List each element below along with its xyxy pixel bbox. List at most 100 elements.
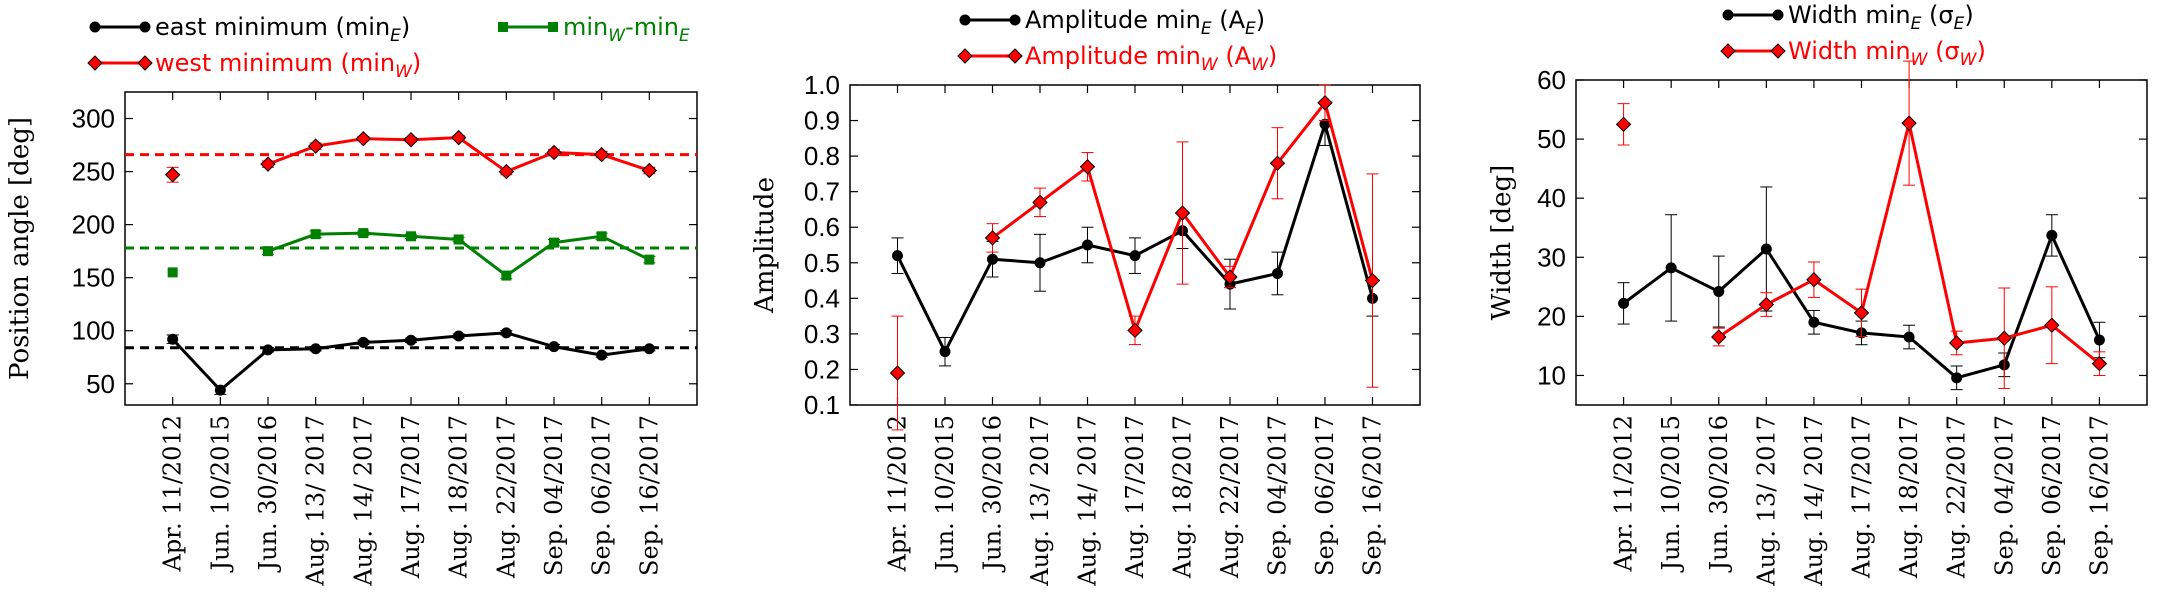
amplitude-chart: 0.1 0.2 0.3 0.4 0.5 0.6 0.7 0.8 0.9 1.0 Apr. 11/20… [750,6,1421,587]
series-0 [166,327,656,396]
y-tick-label: 0.1 [804,390,840,420]
x-tick-label: Aug. 13/ 2017 [1026,415,1054,587]
data-point [1901,115,1917,131]
data-point [405,334,417,346]
data-point [1034,257,1046,269]
legend-marker [1772,9,1784,21]
data-point [214,384,226,396]
x-tick-label: Jun. 10/2015 [931,415,959,574]
legend-marker [139,21,151,33]
data-point [453,330,465,342]
legend-marker [137,55,153,71]
x-tick-label: Jun. 30/2016 [979,415,1007,574]
data-point [167,333,179,345]
data-point [1222,269,1238,285]
y-tick-label: 0.3 [804,319,840,349]
data-point [167,267,178,278]
y-tick-label: 40 [1537,183,1566,213]
data-point [501,270,512,281]
data-point [1174,205,1191,221]
y-tick-label: 10 [1537,360,1566,390]
data-point [358,228,369,239]
series-0 [1617,186,2106,391]
x-tick-label: Sep. 16/2017 [635,415,663,576]
legend-marker [1009,14,1021,26]
y-tick-label: 300 [72,104,115,134]
data-point [2091,355,2108,372]
data-point [1903,331,1915,343]
x-tick-label: Sep. 06/2017 [588,415,616,576]
legend-marker [87,55,103,71]
data-point [596,349,608,361]
data-point [2044,317,2060,333]
data-point [643,343,655,355]
legend-label: Width minW (σW) [1788,37,1986,70]
data-point [310,229,321,240]
plot-frame [1575,79,2148,406]
data-point [310,343,322,355]
data-point [1615,116,1632,133]
series-1 [1615,60,2108,389]
x-tick-label: Aug. 17/2017 [397,415,425,579]
y-tick-label: 0.6 [804,212,840,242]
data-point [355,130,372,147]
data-point [549,237,559,248]
width-chart: 10 20 30 40 50 60 Apr. 11/2012 Jun. 10/2015 Jun.… [1487,1,2148,587]
x-tick-label: Aug. 17/2017 [1121,415,1149,579]
data-point [403,132,419,148]
y-tick-label: 150 [72,263,115,293]
data-point [1079,159,1096,175]
legend-marker [1722,9,1734,21]
y-axis-label: Width [deg] [1487,165,1517,321]
data-point [2046,229,2058,241]
data-point [1032,194,1048,211]
data-point [1760,243,1772,255]
data-point [1808,316,1820,328]
data-point [1127,322,1143,339]
data-point [984,230,1001,246]
data-point [939,346,951,358]
series-1 [889,84,1381,431]
data-point [262,344,274,356]
x-tick-label: Aug. 13/ 2017 [302,415,330,587]
x-tick-label: Aug. 13/ 2017 [1752,415,1780,587]
data-point [453,234,464,245]
y-tick-label: 200 [72,210,115,240]
x-tick-label: Aug. 18/2017 [1169,415,1197,579]
x-tick-label: Aug. 14/ 2017 [1074,415,1102,587]
data-point [500,327,512,339]
data-point [987,253,998,265]
x-tick-label: Apr. 11/2012 [884,415,912,573]
x-tick-label: Jun. 10/2015 [1657,415,1685,574]
x-tick-label: Aug. 14/ 2017 [349,415,377,587]
x-tick-label: Sep. 06/2017 [1311,415,1339,576]
data-point [641,162,658,179]
y-tick-label: 0.7 [804,177,840,207]
series-0 [891,102,1379,367]
data-point [1996,330,2012,346]
data-point [889,365,906,381]
y-tick-label: 250 [72,157,115,187]
data-point [406,231,416,242]
y-tick-label: 50 [86,369,115,399]
y-tick-label: 0.4 [804,283,840,313]
data-point [2093,334,2105,346]
position-angle-chart: 50 100 150 200 250 300 Apr. 11/2012 Jun. 10/201… [5,13,698,587]
data-point [1665,262,1677,274]
series-2 [167,228,656,281]
data-point [307,138,324,154]
x-tick-label: Sep. 04/2017 [1990,415,2018,576]
x-tick-label: Aug. 17/2017 [1848,415,1876,579]
legend-entry: Width minW (σW) [1720,37,1986,70]
x-tick-label: Sep. 16/2017 [1359,415,1387,576]
legend-entry: Width minE (σE) [1722,1,1974,34]
data-point [1853,305,1870,321]
legend-label: east minimum (minE) [155,13,410,46]
y-tick-label: 1.0 [804,70,840,100]
data-point [164,167,181,183]
y-tick-label: 0.9 [804,106,840,136]
x-tick-label: Jun. 30/2016 [1705,415,1733,574]
x-tick-label: Aug. 18/2017 [1895,415,1923,579]
legend-marker [1720,43,1736,59]
data-point [450,129,467,146]
